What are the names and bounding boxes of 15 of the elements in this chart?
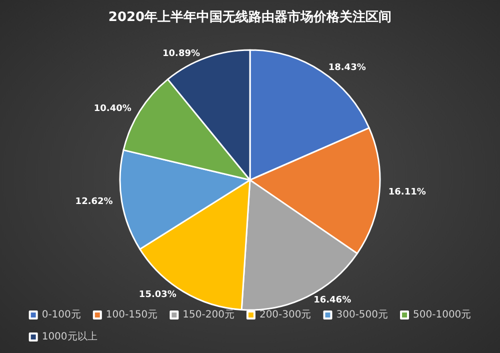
legend-label: 300-500元 [336,310,388,320]
legend-label: 0-100元 [42,310,81,320]
legend-label: 500-1000元 [413,310,472,320]
chart-title: 2020年上半年中国无线路由器市场价格关注区间 [108,9,392,25]
data-label: 10.40% [94,104,132,114]
data-label: 18.43% [328,62,366,73]
legend-label: 150-200元 [182,310,234,320]
data-label: 10.89% [162,48,200,59]
data-label: 15.03% [138,290,176,300]
data-label: 12.62% [75,196,113,207]
legend-label: 1000元以上 [42,330,98,342]
legend-label: 100-150元 [106,310,158,320]
data-label: 16.11% [388,188,426,198]
legend-label: 200-300元 [259,310,312,320]
data-label: 16.46% [314,296,352,306]
